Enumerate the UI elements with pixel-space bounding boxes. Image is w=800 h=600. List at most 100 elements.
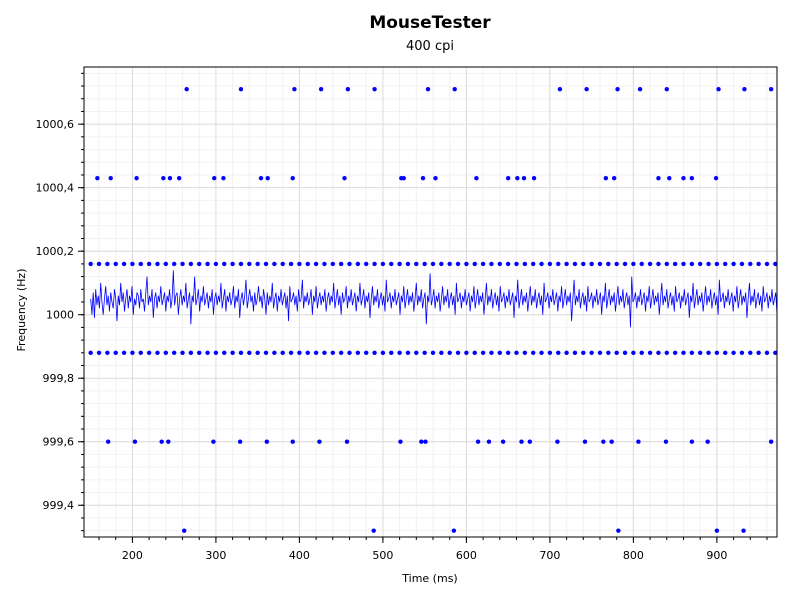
frequency-point (430, 261, 436, 267)
frequency-point (505, 261, 511, 267)
frequency-point (255, 261, 260, 267)
frequency-point (238, 261, 244, 267)
frequency-point (121, 261, 127, 267)
frequency-point (398, 439, 403, 444)
frequency-point (539, 350, 544, 356)
frequency-point (288, 350, 294, 356)
frequency-point (614, 261, 619, 267)
frequency-point (380, 261, 386, 267)
frequency-point (522, 261, 528, 267)
frequency-point (372, 261, 377, 267)
frequency-point (247, 261, 252, 267)
frequency-point (433, 175, 438, 181)
frequency-point (95, 175, 100, 181)
frequency-point (597, 350, 603, 356)
frequency-point (258, 175, 264, 181)
frequency-point (364, 261, 369, 267)
frequency-point (714, 261, 720, 267)
x-tick-label: 200 (122, 549, 143, 562)
frequency-point (132, 439, 138, 444)
frequency-point (531, 175, 537, 181)
x-axis-label: Time (ms) (401, 572, 457, 585)
frequency-point (497, 261, 502, 267)
frequency-point (697, 261, 703, 267)
frequency-point (342, 175, 347, 181)
y-tick-label: 1000,6 (36, 118, 75, 131)
frequency-point (731, 261, 736, 267)
frequency-point (522, 350, 528, 356)
frequency-point (205, 350, 210, 356)
frequency-point (689, 175, 695, 181)
frequency-point (419, 439, 424, 444)
frequency-point (155, 261, 160, 267)
frequency-point (96, 261, 102, 267)
frequency-point (748, 350, 753, 356)
frequency-point (606, 261, 611, 267)
frequency-point (146, 350, 152, 356)
frequency-point (113, 261, 118, 267)
frequency-point (221, 175, 226, 181)
frequency-point (345, 87, 351, 92)
frequency-point (176, 175, 182, 181)
frequency-point (347, 261, 352, 267)
frequency-point (681, 261, 686, 267)
frequency-point (527, 439, 533, 444)
frequency-line-series (90, 270, 778, 328)
frequency-point (486, 439, 492, 444)
frequency-point (211, 439, 216, 444)
frequency-point (338, 261, 344, 267)
frequency-point (589, 261, 594, 267)
frequency-point (723, 350, 728, 356)
frequency-point (414, 350, 419, 356)
frequency-point (197, 350, 202, 356)
frequency-point (146, 261, 152, 267)
frequency-point (108, 175, 113, 181)
frequency-point (664, 261, 669, 267)
x-tick-label: 700 (539, 549, 560, 562)
y-tick-label: 1000,4 (36, 182, 75, 195)
frequency-point (439, 261, 444, 267)
frequency-point (106, 439, 111, 444)
frequency-point (631, 350, 636, 356)
frequency-point (713, 175, 719, 181)
frequency-point (572, 350, 578, 356)
frequency-point (706, 261, 711, 267)
frequency-point (616, 528, 621, 533)
frequency-point (264, 439, 270, 444)
frequency-point (255, 350, 260, 356)
frequency-point (317, 439, 322, 444)
frequency-point (105, 350, 110, 356)
frequency-point (706, 350, 711, 356)
frequency-point (161, 175, 166, 181)
frequency-point (631, 261, 636, 267)
frequency-point (96, 350, 102, 356)
frequency-point (555, 439, 560, 444)
frequency-point (247, 350, 252, 356)
frequency-point (372, 350, 377, 356)
frequency-point (237, 439, 243, 444)
chart-title: MouseTester (369, 13, 491, 33)
frequency-point (472, 350, 477, 356)
frequency-point (305, 261, 310, 267)
frequency-point (290, 175, 295, 181)
frequency-point (105, 261, 110, 267)
frequency-point (464, 350, 469, 356)
frequency-point (163, 350, 169, 356)
frequency-point (184, 87, 189, 92)
frequency-point (364, 350, 369, 356)
frequency-point (564, 350, 569, 356)
frequency-point (121, 350, 127, 356)
frequency-point (768, 87, 774, 92)
frequency-point (464, 261, 469, 267)
frequency-point (622, 350, 628, 356)
frequency-point (505, 350, 511, 356)
frequency-point (514, 350, 519, 356)
frequency-point (389, 350, 394, 356)
frequency-point (322, 261, 327, 267)
frequency-point (371, 528, 376, 533)
frequency-point (656, 261, 661, 267)
frequency-point (472, 261, 477, 267)
frequency-point (197, 261, 202, 267)
frequency-point (155, 350, 160, 356)
frequency-point (768, 439, 774, 444)
